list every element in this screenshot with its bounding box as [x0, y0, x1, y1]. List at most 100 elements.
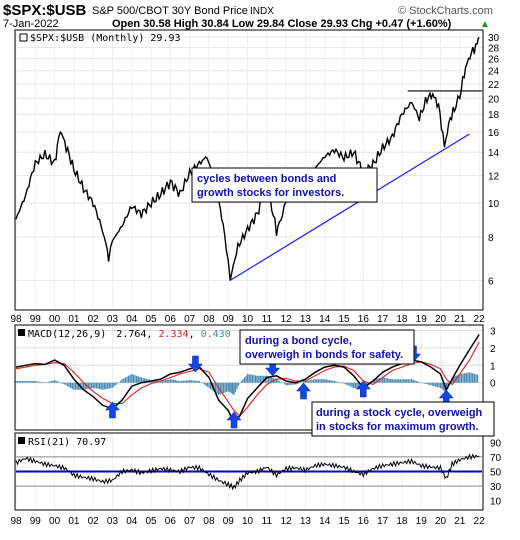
macd-hist-bar	[442, 382, 445, 391]
macd-hist-bar	[224, 382, 226, 393]
x-tick-bottom: 05	[146, 516, 158, 527]
macd-hist-bar	[438, 382, 440, 388]
macd-hist-bar	[412, 379, 414, 383]
rsi-line	[15, 453, 480, 491]
macd-hist-bar	[166, 379, 168, 383]
macd-hist-bar	[185, 380, 188, 383]
price-y-tick: 20	[488, 94, 500, 105]
annotation-stock-cycle: during a stock cycle, overweigh in stock…	[311, 401, 495, 437]
macd-hist-bar	[325, 379, 328, 383]
macd-hist-bar	[320, 379, 323, 383]
macd-hist-bar	[163, 380, 165, 383]
macd-hist-bar	[290, 382, 292, 385]
macd-hist-bar	[435, 382, 437, 387]
macd-hist-bar	[261, 375, 263, 383]
macd-hist-bar	[427, 382, 429, 385]
macd-hist-bar	[353, 382, 355, 388]
macd-legend: MACD(12,26,9) 2.764, 2.334, 0.430	[28, 329, 231, 340]
macd-hist-bar	[330, 380, 332, 383]
rsi-y-tick: 70	[490, 453, 502, 464]
price-y-tick: 18	[488, 110, 500, 121]
macd-hist-bar	[468, 372, 471, 383]
macd-hist-bar	[216, 382, 218, 394]
macd-hist-bar	[277, 380, 279, 383]
macd-hist-bar	[312, 379, 315, 383]
macd-hist-bar	[62, 382, 64, 384]
macd-y-tick: 0	[490, 379, 496, 390]
macd-hist-bar	[23, 380, 25, 383]
x-tick-bottom: 22	[474, 516, 486, 527]
macd-hist-bar	[139, 376, 141, 383]
macd-hist-bar	[200, 382, 202, 383]
x-tick-top: 14	[319, 314, 331, 325]
macd-hist-bar	[285, 382, 287, 386]
macd-hist-bar	[259, 375, 262, 383]
annotation-bond-line1: during a bond cycle,	[245, 335, 352, 347]
macd-hist-bar	[296, 382, 299, 384]
macd-hist-bar	[17, 380, 19, 383]
macd-hist-bar	[160, 380, 162, 383]
macd-hist-bar	[409, 379, 411, 383]
ohlc-readout: Open 30.58 High 30.84 Low 29.84 Close 29…	[112, 18, 452, 30]
macd-hist-bar	[110, 382, 112, 389]
macd-hist-bar	[152, 380, 154, 383]
macd-hist-bar	[65, 382, 67, 386]
macd-hist-bar	[470, 372, 472, 383]
chart-date: 7-Jan-2022	[3, 18, 59, 30]
macd-hist-bar	[87, 382, 90, 389]
macd-hist-bar	[63, 382, 65, 385]
macd-hist-bar	[126, 376, 128, 383]
macd-hist-bar	[78, 382, 80, 390]
macd-hist-bar	[195, 380, 197, 383]
macd-hist-bar	[414, 380, 416, 383]
macd-hist-bar	[233, 382, 235, 395]
macd-hist-bar	[118, 382, 120, 383]
x-tick-bottom: 18	[396, 516, 408, 527]
macd-legend-hist: 0.430	[201, 329, 231, 340]
macd-hist-bar	[457, 374, 459, 383]
macd-hist-bar	[95, 382, 98, 389]
price-y-tick: 10	[488, 199, 500, 210]
macd-hist-bar	[404, 379, 406, 383]
macd-hist-bar	[243, 377, 246, 383]
annotation-cycles-line2: growth stocks for investors.	[197, 187, 344, 199]
macd-y-tick: 3	[490, 326, 496, 337]
macd-hist-bar	[417, 381, 419, 383]
macd-hist-bar	[240, 380, 243, 383]
macd-hist-bar	[55, 380, 57, 383]
macd-hist-bar	[29, 380, 32, 383]
macd-hist-bar	[242, 379, 244, 383]
macd-hist-bar	[201, 382, 204, 384]
rsi-y-tick: 30	[490, 482, 502, 493]
macd-hist-bar	[187, 380, 189, 383]
macd-hist-bar	[271, 377, 273, 383]
macd-hist-bar	[425, 382, 427, 385]
macd-hist-bar	[53, 380, 56, 383]
macd-hist-bar	[465, 372, 467, 383]
macd-hist-bar	[136, 375, 138, 383]
macd-hist-bar	[176, 380, 178, 383]
chart-symbol: $SPX:$USB	[3, 2, 87, 19]
macd-hist-bar	[254, 375, 257, 383]
macd-hist-bar	[45, 382, 48, 383]
macd-hist-bar	[140, 377, 143, 383]
macd-hist-bar	[283, 382, 286, 385]
x-tick-top: 15	[338, 314, 350, 325]
macd-hist-bar	[174, 380, 176, 383]
macd-hist-bar	[475, 374, 477, 383]
macd-hist-bar	[82, 382, 85, 390]
x-axis-top: 98 99 00 01 02 03 04 05 06 07 08 09 10 11 12 13 14 15 16 17…	[10, 314, 485, 325]
macd-hist-bar	[18, 380, 20, 383]
annotation-bond-cycle: during a bond cycle, overweigh in bonds …	[239, 329, 415, 365]
macd-hist-bar	[293, 382, 295, 385]
macd-hist-bar	[402, 379, 405, 383]
macd-hist-bar	[383, 377, 385, 383]
macd-hist-bar	[338, 382, 340, 383]
macd-hist-bar	[168, 379, 170, 383]
arrow-down-icon	[187, 355, 204, 373]
macd-hist-bar	[192, 380, 194, 383]
macd-hist-bar	[76, 382, 78, 390]
x-tick-top: 17	[377, 314, 389, 325]
x-tick-top: 00	[49, 314, 61, 325]
